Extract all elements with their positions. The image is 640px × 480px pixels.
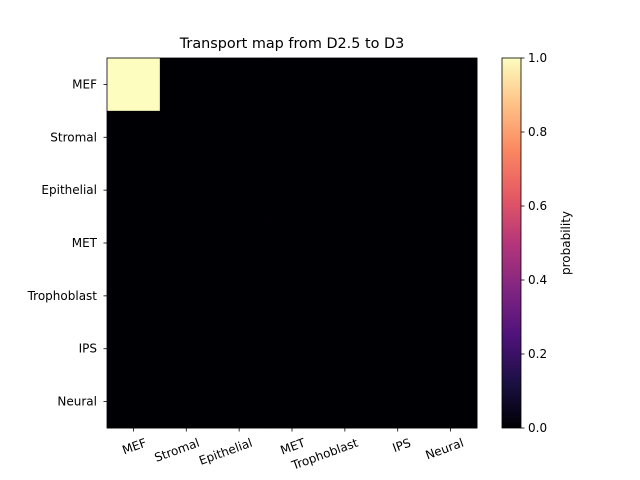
y-tick-label: IPS	[79, 342, 97, 356]
y-tick-label: Trophoblast	[27, 289, 98, 303]
heatmap-cell	[424, 163, 478, 217]
heatmap-cell	[318, 216, 372, 270]
colorbar-label: probability	[559, 211, 573, 275]
heatmap-cell	[107, 163, 161, 217]
heatmap-cell	[424, 110, 478, 165]
heatmap-cells	[107, 58, 478, 429]
heatmap-cell	[212, 110, 266, 165]
heatmap-cell	[107, 322, 161, 376]
chart-title: Transport map from D2.5 to D3	[179, 36, 405, 52]
heatmap-cell	[371, 375, 425, 429]
heatmap-cell	[159, 58, 214, 112]
heatmap-cell	[371, 110, 425, 165]
heatmap-cell	[159, 110, 214, 165]
heatmap-cell	[107, 110, 161, 165]
colorbar-tick-label: 0.6	[528, 199, 547, 213]
heatmap-cell	[318, 322, 372, 376]
heatmap-cell	[107, 269, 161, 323]
heatmap-cell	[212, 58, 266, 112]
heatmap-cell	[265, 322, 319, 376]
heatmap-cell	[371, 163, 425, 217]
heatmap-cell	[424, 375, 478, 429]
heatmap-cell	[265, 110, 319, 165]
heatmap-cell	[212, 375, 266, 429]
heatmap-cell	[371, 58, 425, 112]
y-tick-label: Neural	[57, 395, 97, 409]
heatmap-cell	[318, 269, 372, 323]
colorbar-axis: 0.0 0.2 0.4 0.6 0.8 1.0	[521, 51, 547, 435]
heatmap-cell	[371, 322, 425, 376]
y-axis: MEF Stromal Epithelial MET Trophoblast IPS Neu…	[27, 77, 107, 409]
colorbar-tick-label: 1.0	[528, 51, 547, 65]
heatmap-cell	[212, 269, 266, 323]
y-tick-label: Stromal	[50, 130, 97, 144]
heatmap-cell	[265, 216, 319, 270]
heatmap-cell	[159, 375, 214, 429]
x-tick-label: Neural	[424, 436, 466, 463]
heatmap-cell	[265, 375, 319, 429]
heatmap-cell	[424, 322, 478, 376]
heatmap-cell	[159, 269, 214, 323]
heatmap-cell	[159, 322, 214, 376]
heatmap-cell	[318, 58, 372, 112]
heatmap-cell	[371, 269, 425, 323]
heatmap-cell	[318, 110, 372, 165]
heatmap-cell	[371, 216, 425, 270]
colorbar-tick-label: 0.8	[528, 125, 547, 139]
x-tick-label: Stromal	[153, 436, 202, 465]
x-tick-label: MEF	[120, 436, 148, 458]
heatmap-cell	[424, 269, 478, 323]
heatmap-cell	[265, 58, 319, 112]
heatmap-cell	[107, 375, 161, 429]
heatmap-cell	[107, 216, 161, 270]
heatmap-cell	[318, 163, 372, 217]
heatmap-cell	[265, 269, 319, 323]
colorbar-tick-label: 0.4	[528, 273, 547, 287]
heatmap-cell	[107, 58, 161, 112]
x-tick-label: Epithelial	[197, 436, 254, 468]
heatmap-cell	[159, 163, 214, 217]
heatmap-cell	[318, 375, 372, 429]
colorbar-tick-label: 0.2	[528, 347, 547, 361]
heatmap-cell	[212, 216, 266, 270]
heatmap-cell	[212, 322, 266, 376]
colorbar-tick-label: 0.0	[528, 421, 547, 435]
heatmap-cell	[424, 216, 478, 270]
heatmap-cell	[424, 58, 478, 112]
colorbar	[501, 57, 522, 429]
heatmap-cell	[265, 163, 319, 217]
heatmap-cell	[212, 163, 266, 217]
x-tick-label: IPS	[391, 436, 413, 455]
y-tick-label: MEF	[72, 77, 97, 91]
heatmap-cell	[159, 216, 214, 270]
y-tick-label: MET	[72, 236, 98, 250]
y-tick-label: Epithelial	[41, 183, 97, 197]
